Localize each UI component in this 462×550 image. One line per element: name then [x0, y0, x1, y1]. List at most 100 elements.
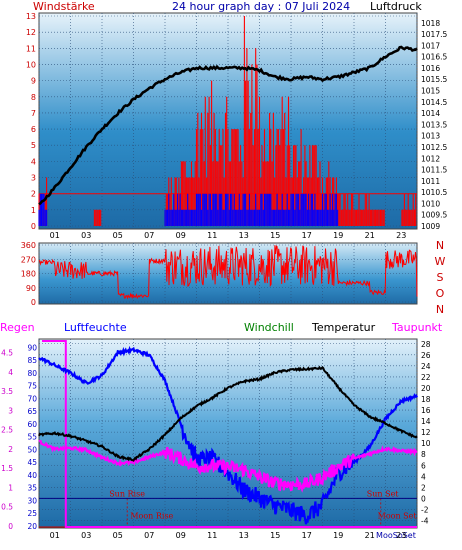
humidity-line	[38, 345, 418, 525]
pressure-tick-label: 1016.5	[421, 53, 447, 62]
pressure-tick-label: 1014.5	[421, 98, 447, 107]
pressure-tick-label: 1012	[421, 154, 440, 163]
direction-label: W	[435, 255, 446, 268]
x-tick-label: 11	[207, 531, 217, 540]
rain-tick-labels: 0 0.5 1 1.5 2 2.5 3 3.5 4 4.5	[1, 349, 13, 531]
temperature-tick-label: 28	[421, 340, 431, 349]
humidity-tick-label: 45	[27, 458, 37, 467]
x-tick-label: 11	[207, 231, 217, 240]
wind-tick-label: 3	[31, 174, 36, 183]
pressure-tick-label: 1018	[421, 19, 440, 28]
temperature-tick-label: 10	[421, 439, 431, 448]
x-tick-label: 05	[113, 231, 123, 240]
x-tick-label: 23	[396, 531, 406, 540]
x-tick-label: 07	[144, 231, 154, 240]
humidity-tick-label: 25	[27, 509, 37, 518]
pressure-tick-label: 1013	[421, 132, 440, 141]
humidity-tick-label: 80	[27, 369, 37, 378]
temperature-legend: Temperatur	[311, 321, 376, 334]
temperature-tick-label: 26	[421, 351, 431, 360]
humidity-tick-label: 30	[27, 496, 37, 505]
wind-gust-base-bars	[38, 193, 339, 226]
rain-tick-label: 1.5	[1, 464, 13, 473]
humidity-tick-label: 60	[27, 420, 37, 429]
x-tick-label: 13	[239, 231, 249, 240]
wind-tick-label: 7	[31, 109, 36, 118]
rain-tick-label: 3.5	[1, 387, 13, 396]
sun-set-label: Sun Set	[367, 489, 400, 498]
moon-rise-label: Moon Rise	[130, 511, 173, 520]
x-tick-label: 15	[270, 231, 280, 240]
x-tick-label: 15	[270, 531, 280, 540]
rain-tick-label: 1	[8, 483, 13, 492]
temperature-tick-label: -4	[421, 516, 429, 525]
direction-tick-label: 90	[26, 284, 36, 293]
rain-axis-title: Regen	[0, 321, 35, 334]
wind-tick-label: 2	[31, 190, 36, 199]
humidity-tick-label: 50	[27, 445, 37, 454]
temperature-tick-label: 14	[421, 417, 431, 426]
temperature-tick-label: 8	[421, 450, 426, 459]
direction-tick-label: 270	[21, 255, 36, 264]
direction-label: S	[437, 271, 444, 284]
temperature-tick-label: 2	[421, 483, 426, 492]
temperature-line	[38, 365, 418, 462]
pressure-axis-title: Luftdruck	[370, 0, 422, 13]
direction-tick-label: 180	[21, 270, 36, 279]
panel-3-x-tick-labels: 01 03 05 07 09 11 13 15 17 19 21 23	[50, 531, 407, 540]
pressure-tick-label: 1017.5	[421, 30, 447, 39]
wind-tick-label: 5	[31, 141, 36, 150]
humidity-axis-title: Luftfeuchte	[64, 321, 127, 334]
rain-line	[42, 340, 417, 528]
humidity-tick-label: 90	[27, 343, 37, 352]
x-tick-label: 23	[396, 231, 406, 240]
temperature-tick-label: 20	[421, 384, 431, 393]
x-tick-label: 09	[176, 231, 186, 240]
pressure-tick-label: 1016	[421, 64, 440, 73]
temperature-tick-label: 16	[421, 406, 431, 415]
x-tick-label: 01	[50, 231, 60, 240]
wind-tick-label: 13	[26, 12, 36, 21]
temperature-tick-label: 0	[421, 494, 426, 503]
humidity-tick-label: 85	[27, 356, 37, 365]
wind-tick-label: 4	[31, 157, 36, 166]
wind-tick-label: 8	[31, 93, 36, 102]
x-tick-label: 21	[365, 231, 375, 240]
x-tick-label: 01	[50, 531, 60, 540]
humidity-tick-label: 65	[27, 407, 37, 416]
temperature-tick-label: 12	[421, 428, 431, 437]
rain-tick-label: 4	[8, 368, 13, 377]
x-tick-label: 19	[333, 231, 343, 240]
pressure-tick-label: 1014	[421, 109, 440, 118]
humidity-tick-label: 70	[27, 394, 37, 403]
rain-tick-label: 0.5	[1, 503, 13, 512]
rain-tick-label: 0	[8, 522, 13, 531]
direction-tick-labels: 0 90 180 270 360	[21, 241, 36, 307]
pressure-line	[38, 45, 418, 206]
wind-gust-base-series	[38, 193, 339, 226]
dewpoint-line	[38, 439, 418, 493]
x-tick-label: 19	[333, 531, 343, 540]
pressure-tick-label: 1011	[421, 177, 440, 186]
x-tick-label: 17	[302, 531, 312, 540]
wind-tick-label: 6	[31, 125, 36, 134]
wind-tick-label: 0	[31, 222, 36, 231]
humidity-tick-label: 75	[27, 382, 37, 391]
pressure-tick-label: 1013.5	[421, 120, 447, 129]
temperature-tick-label: 4	[421, 472, 426, 481]
direction-tick-label: 360	[21, 241, 36, 250]
humidity-tick-label: 55	[27, 433, 37, 442]
wind-tick-label: 12	[26, 28, 36, 37]
direction-label: O	[436, 287, 445, 300]
wind-tick-label: 10	[26, 60, 36, 69]
wind-tick-label: 9	[31, 77, 36, 86]
chart-title: 24 hour graph day : 07 Juli 2024	[172, 0, 350, 13]
rain-tick-label: 4.5	[1, 349, 13, 358]
rain-tick-label: 2	[8, 445, 13, 454]
direction-label: N	[436, 239, 444, 252]
sun-rise-label: Sun Rise	[109, 489, 145, 498]
humidity-tick-label: 35	[27, 484, 37, 493]
